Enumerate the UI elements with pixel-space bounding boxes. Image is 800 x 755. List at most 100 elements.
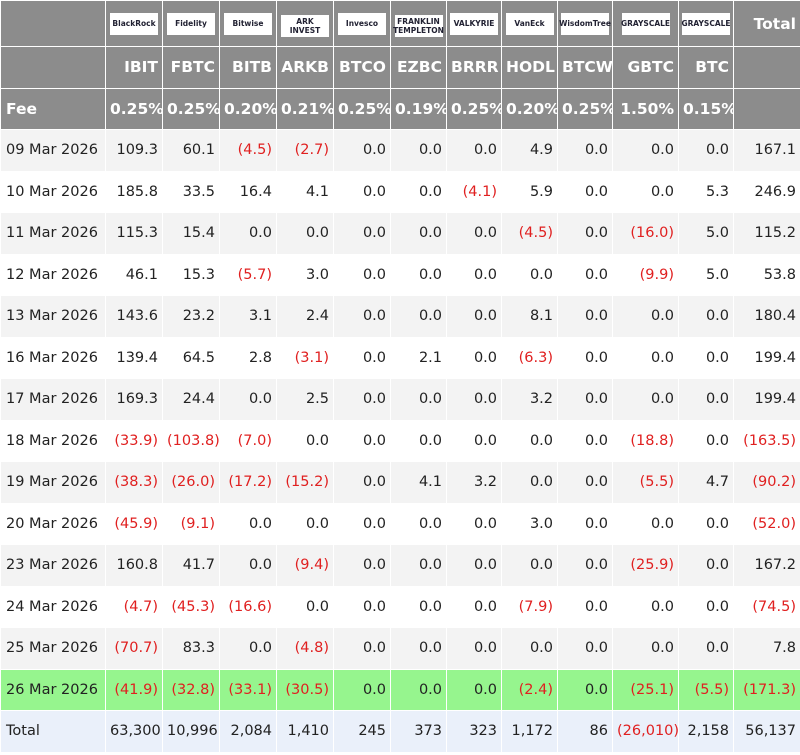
flow-value: 0.0	[557, 461, 613, 504]
total-header: Total	[733, 0, 800, 47]
flow-value: (5.5)	[612, 461, 679, 504]
total-value: 373	[390, 710, 447, 753]
total-value: 323	[446, 710, 502, 753]
flow-value: 169.3	[105, 378, 163, 421]
flow-value: 0.0	[612, 336, 679, 379]
flow-value: 23.2	[162, 295, 220, 338]
total-value: 56,137	[733, 710, 800, 753]
logo-cell: Invesco	[333, 0, 391, 47]
flow-value: 0.0	[219, 212, 277, 255]
flow-value: 0.0	[557, 212, 613, 255]
data-row: 12 Mar 2026 46.1 15.3 (5.7) 3.0 0.0 0.0 0.0 0.0 0…	[0, 253, 800, 296]
date: 11 Mar 2026	[0, 212, 106, 255]
logo-cell: BlackRock	[105, 0, 163, 47]
ticker-row: IBIT FBTC BITB ARKB BTCO EZBC BRRR HODL BTCW GBTC…	[0, 46, 800, 89]
flow-value: 24.4	[162, 378, 220, 421]
flow-value: (9.4)	[276, 544, 334, 587]
flow-value: 4.1	[390, 461, 447, 504]
flow-value: 2.8	[219, 336, 277, 379]
date: 26 Mar 2026	[0, 668, 106, 711]
ticker: BTCW	[557, 46, 613, 89]
row-total: 7.8	[733, 627, 800, 670]
flow-value: 0.0	[333, 253, 391, 296]
flow-value: 0.0	[333, 585, 391, 628]
flow-value: 0.0	[501, 544, 558, 587]
flow-value: 0.0	[219, 627, 277, 670]
flow-value: 0.0	[333, 544, 391, 587]
date: 18 Mar 2026	[0, 419, 106, 462]
flow-value: 15.4	[162, 212, 220, 255]
flow-value: 0.0	[446, 585, 502, 628]
flow-value: (70.7)	[105, 627, 163, 670]
flow-value: (33.1)	[219, 668, 277, 711]
flow-value: (18.8)	[612, 419, 679, 462]
ticker: BTCO	[333, 46, 391, 89]
flow-value: (4.7)	[105, 585, 163, 628]
data-row: 19 Mar 2026 (38.3) (26.0) (17.2) (15.2) 0.0 4.…	[0, 461, 800, 504]
fee: 0.21%	[276, 87, 334, 130]
flow-value: 0.0	[333, 668, 391, 711]
flow-value: (38.3)	[105, 461, 163, 504]
flow-value: (6.3)	[501, 336, 558, 379]
flow-value: 3.2	[501, 378, 558, 421]
row-total: 199.4	[733, 378, 800, 421]
flow-value: 0.0	[219, 378, 277, 421]
data-row: 20 Mar 2026 (45.9) (9.1) 0.0 0.0 0.0 0.0 0.0 3.0…	[0, 502, 800, 545]
date: 12 Mar 2026	[0, 253, 106, 296]
flow-value: (4.5)	[219, 129, 277, 172]
flow-value: 0.0	[333, 170, 391, 213]
flow-value: 0.0	[390, 627, 447, 670]
flow-value: 0.0	[390, 295, 447, 338]
row-total: (171.3)	[733, 668, 800, 711]
row-total: 199.4	[733, 336, 800, 379]
corner-cell	[0, 0, 106, 47]
flow-value: 0.0	[557, 419, 613, 462]
flow-value: 0.0	[678, 295, 734, 338]
date: 23 Mar 2026	[0, 544, 106, 587]
flow-value: 0.0	[446, 212, 502, 255]
flow-value: 0.0	[501, 627, 558, 670]
total-value: (26,010)	[612, 710, 679, 753]
flow-value: 0.0	[501, 253, 558, 296]
flow-value: 4.1	[276, 170, 334, 213]
flow-value: 139.4	[105, 336, 163, 379]
flow-value: (26.0)	[162, 461, 220, 504]
date: 13 Mar 2026	[0, 295, 106, 338]
data-row: 09 Mar 2026 109.3 60.1 (4.5) (2.7) 0.0 0.0 0.0 4…	[0, 129, 800, 172]
flow-value: 16.4	[219, 170, 277, 213]
issuer-logo: GRAYSCALE	[681, 12, 731, 35]
logo-cell: ARK INVEST	[276, 0, 334, 47]
flow-value: 0.0	[390, 170, 447, 213]
flow-value: (5.5)	[678, 668, 734, 711]
flow-value: (25.1)	[612, 668, 679, 711]
flow-value: 60.1	[162, 129, 220, 172]
flow-value: (17.2)	[219, 461, 277, 504]
flow-value: 0.0	[678, 627, 734, 670]
fee: 0.25%	[105, 87, 163, 130]
flow-value: 0.0	[276, 419, 334, 462]
flow-value: 15.3	[162, 253, 220, 296]
flow-value: 0.0	[390, 129, 447, 172]
ticker: BRRR	[446, 46, 502, 89]
data-row: 11 Mar 2026 115.3 15.4 0.0 0.0 0.0 0.0 0.0 (4.5)…	[0, 212, 800, 255]
flow-value: 4.7	[678, 461, 734, 504]
row-total: 53.8	[733, 253, 800, 296]
total-value: 10,996	[162, 710, 220, 753]
fee: 1.50%	[612, 87, 679, 130]
row-total: 246.9	[733, 170, 800, 213]
flow-value: 0.0	[557, 336, 613, 379]
flow-value: 0.0	[390, 253, 447, 296]
flow-value: 0.0	[390, 544, 447, 587]
flow-value: 0.0	[333, 295, 391, 338]
flow-value: 3.0	[276, 253, 334, 296]
flow-value: (3.1)	[276, 336, 334, 379]
issuer-logo: GRAYSCALE	[621, 12, 670, 35]
flow-value: 0.0	[390, 212, 447, 255]
flow-value: 0.0	[446, 419, 502, 462]
flow-value: 0.0	[333, 129, 391, 172]
flow-value: 0.0	[219, 544, 277, 587]
row-total: 167.1	[733, 129, 800, 172]
flow-value: 0.0	[276, 585, 334, 628]
data-row: 25 Mar 2026 (70.7) 83.3 0.0 (4.8) 0.0 0.0 0.0 0.…	[0, 627, 800, 670]
